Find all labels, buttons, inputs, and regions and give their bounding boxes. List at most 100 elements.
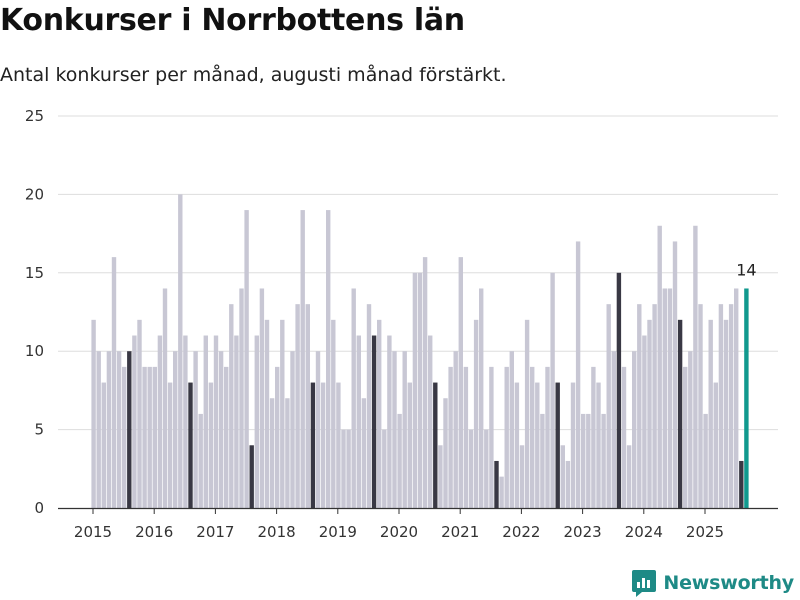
bar [397,413,402,508]
bar [693,225,698,508]
bar [611,351,616,508]
x-tick-label: 2015 [74,523,112,541]
brand-name: Newsworthy [663,572,794,594]
bar [698,304,703,508]
bar [203,335,208,508]
bar [703,413,708,508]
bar [596,382,601,508]
bar [688,351,693,508]
bar [637,304,642,508]
newsworthy-logo-icon [632,570,657,597]
newsworthy-brand: Newsworthy [631,567,794,599]
bar [683,366,688,508]
bar [550,272,555,508]
x-tick-label: 2023 [564,523,602,541]
x-tick-label: 2017 [196,523,234,541]
bar [142,366,147,508]
bar [234,335,239,508]
bar [377,319,382,508]
x-tick-label: 2020 [380,523,418,541]
bar [601,413,606,508]
bar [453,351,458,508]
y-tick-label: 20 [25,185,44,203]
bar [433,382,438,508]
bar [198,413,203,508]
bar [244,210,249,508]
x-tick-label: 2024 [625,523,663,541]
bar [448,366,453,508]
bar [300,210,305,508]
bar [422,257,428,508]
bar [132,335,137,508]
bar [218,351,224,508]
bar [178,194,183,508]
bar [96,351,101,508]
bar [642,335,647,508]
bar [606,304,611,508]
bar [662,288,667,508]
y-axis-ticks: 0 5 10 15 20 25 [25,107,44,517]
bar [346,429,351,508]
bar [290,351,295,508]
bar [183,335,188,508]
bar [718,304,724,508]
bar [560,445,565,508]
bar [723,319,729,508]
chart-title: Konkurser i Norrbottens län [0,3,465,38]
bar [106,351,112,508]
annotations: 14 [736,260,756,279]
bar [621,366,627,508]
bar [326,210,331,508]
bar [366,304,372,508]
bar [479,288,484,508]
bar [116,351,122,508]
bar [137,319,142,508]
bar [407,382,412,508]
bar [402,351,407,508]
bar [632,351,637,508]
bar [351,288,356,508]
bar [438,445,443,508]
bar [280,319,285,508]
bar [652,304,657,508]
bar [331,319,336,508]
bar [713,382,718,508]
bar [581,413,586,508]
x-axis-ticks: 2015 2016 2017 2018 2019 2020 2021 2022 2023 2024… [74,508,724,541]
bar [173,351,178,508]
bar [111,257,117,508]
bar [213,335,219,508]
bar [555,382,560,508]
bar [739,460,744,508]
bar [463,366,469,508]
bar [514,382,520,508]
x-tick-label: 2016 [135,523,173,541]
y-tick-label: 10 [25,342,44,360]
bar [519,445,525,508]
bar [305,304,310,508]
bar [504,366,509,508]
chart-subtitle: Antal konkurser per månad, augusti månad… [0,64,507,86]
bar [167,382,173,508]
bar [224,366,229,508]
bar [254,335,259,508]
bar [122,366,127,508]
bar [494,460,499,508]
bar [208,382,214,508]
bar [239,288,244,508]
bar [147,366,152,508]
bar [356,335,361,508]
bar [586,413,591,508]
bar [259,288,265,508]
bar [728,304,734,508]
bar [412,272,418,508]
bar [188,382,193,508]
bar [530,366,535,508]
bar [677,319,683,508]
x-tick-label: 2022 [502,523,540,541]
bar [458,257,463,508]
bar [570,382,576,508]
bar [127,351,132,508]
bar [734,288,739,508]
